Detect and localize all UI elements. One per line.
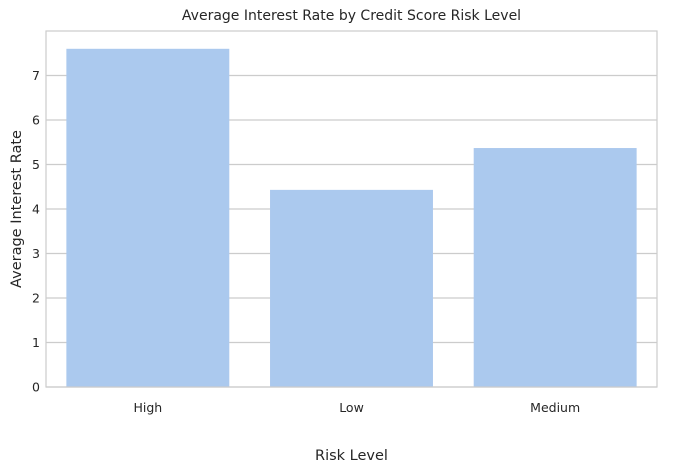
y-axis-label: Average Interest Rate (9, 130, 25, 288)
x-tick-label: Medium (530, 400, 580, 415)
x-tick-label: High (133, 400, 162, 415)
x-axis-label: Risk Level (315, 448, 388, 464)
y-tick-label: 5 (32, 157, 40, 172)
y-tick-label: 1 (32, 335, 40, 350)
chart-title: Average Interest Rate by Credit Score Ri… (182, 8, 521, 24)
bar-low (270, 189, 433, 387)
bars (66, 48, 637, 388)
x-tick-labels: High Low Medium (133, 400, 580, 415)
plot-frame (45, 30, 658, 388)
y-tick-label: 4 (32, 202, 40, 217)
y-tick-label: 7 (32, 68, 40, 83)
y-tick-label: 2 (32, 291, 40, 306)
bar-high (66, 48, 230, 388)
y-tick-label: 6 (32, 113, 40, 128)
y-tick-labels: 0 1 2 3 4 5 6 7 (32, 68, 40, 395)
x-tick-label: Low (339, 400, 364, 415)
bar-medium (473, 148, 637, 387)
y-tick-label: 0 (32, 380, 40, 395)
y-tick-label: 3 (32, 246, 40, 261)
